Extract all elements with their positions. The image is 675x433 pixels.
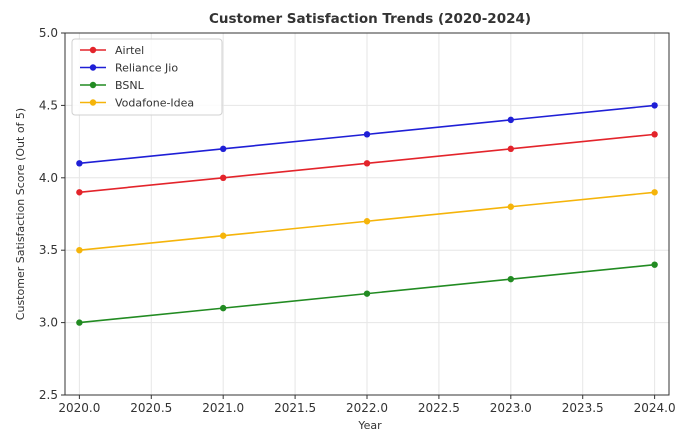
y-tick-label: 5.0 — [39, 26, 58, 40]
data-point-vodafone-idea — [651, 189, 658, 196]
x-tick-label: 2021.5 — [274, 401, 316, 415]
legend-marker-bsnl — [89, 81, 97, 89]
legend-marker-airtel — [89, 46, 97, 54]
data-point-bsnl — [651, 261, 658, 268]
y-tick-label: 3.0 — [39, 316, 58, 330]
legend-label-airtel: Airtel — [115, 44, 144, 57]
y-axis-label: Customer Satisfaction Score (Out of 5) — [14, 108, 27, 320]
data-point-reliance-jio — [651, 102, 658, 109]
y-tick-label: 2.5 — [39, 388, 58, 402]
x-tick-label: 2020.5 — [130, 401, 172, 415]
legend-box — [71, 38, 223, 116]
data-point-bsnl — [76, 319, 83, 326]
x-axis-label: Year — [357, 419, 382, 432]
data-point-vodafone-idea — [76, 247, 83, 254]
data-point-vodafone-idea — [507, 203, 515, 210]
data-point-bsnl — [363, 290, 371, 297]
y-tick-label: 3.5 — [39, 243, 58, 257]
data-point-bsnl — [219, 304, 227, 312]
x-tick-label: 2020.0 — [58, 401, 100, 415]
legend: Airtel Reliance Jio BSNL Vodafone-Idea — [71, 38, 223, 116]
legend-marker-vodafone-idea — [89, 99, 97, 106]
x-tick-label: 2022.0 — [346, 401, 388, 415]
legend-label-vodafone-idea: Vodafone-Idea — [115, 97, 194, 110]
x-tick-label: 2021.0 — [202, 401, 244, 415]
data-point-airtel — [76, 189, 83, 196]
x-tick-label: 2022.5 — [418, 401, 460, 415]
legend-label-reliance-jio: Reliance Jio — [115, 62, 178, 75]
axis-ticks: 2020.0 2020.5 2021.0 2021.5 2022.0 2022.5 2023… — [39, 26, 675, 415]
data-point-airtel — [363, 160, 371, 167]
y-tick-label: 4.5 — [39, 98, 58, 112]
series-lines — [76, 102, 658, 326]
y-tick-label: 4.0 — [39, 171, 58, 185]
legend-label-bsnl: BSNL — [115, 79, 145, 92]
data-point-reliance-jio — [507, 116, 515, 124]
x-tick-label: 2023.5 — [562, 401, 604, 415]
x-tick-label: 2024.0 — [634, 401, 675, 415]
data-point-vodafone-idea — [363, 218, 371, 225]
data-point-reliance-jio — [363, 131, 371, 138]
data-point-reliance-jio — [219, 145, 227, 153]
data-point-bsnl — [507, 275, 515, 283]
data-point-vodafone-idea — [219, 232, 227, 239]
chart-title: Customer Satisfaction Trends (2020-2024) — [209, 11, 531, 27]
data-point-airtel — [651, 131, 658, 138]
x-tick-label: 2023.0 — [490, 401, 532, 415]
legend-marker-reliance-jio — [89, 64, 97, 71]
data-point-reliance-jio — [76, 160, 83, 167]
data-point-airtel — [219, 174, 227, 181]
data-point-airtel — [507, 145, 515, 153]
